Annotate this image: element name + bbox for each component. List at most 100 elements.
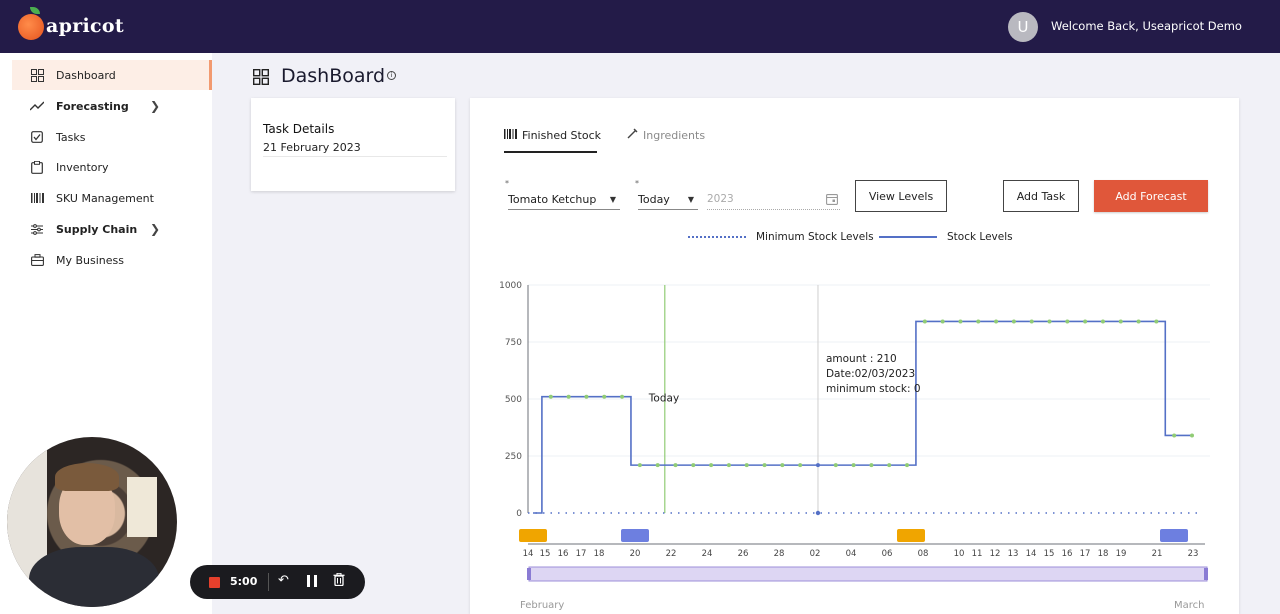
task-details-date: 21 February 2023 <box>263 141 361 154</box>
dropdown-arrow-icon: ▼ <box>687 195 694 204</box>
task-details-title: Task Details <box>263 122 335 136</box>
x-tick-label: 12 <box>990 549 1001 559</box>
x-tick-label: 16 <box>558 549 569 559</box>
zoom-slider-track <box>528 566 1208 582</box>
logo-text: apricot <box>46 15 124 37</box>
avatar[interactable]: U <box>1008 12 1038 42</box>
webcam-overlay <box>7 437 177 607</box>
logo[interactable]: apricot <box>18 7 124 40</box>
welcome-text: Welcome Back, Useapricot Demo <box>1051 19 1242 33</box>
sidebar-item-label: Forecasting <box>56 99 129 113</box>
info-icon[interactable]: i <box>387 71 396 80</box>
legend-minimum-stock[interactable]: Minimum Stock Levels <box>688 231 874 243</box>
tab-ingredients[interactable]: Ingredients <box>627 128 705 142</box>
data-point <box>620 394 625 399</box>
data-point <box>1029 319 1034 324</box>
briefcase-icon <box>30 253 44 267</box>
product-select[interactable]: * Tomato Ketchup ▼ <box>505 179 620 210</box>
x-tick-label: 17 <box>576 549 587 559</box>
legend-stock-levels[interactable]: Stock Levels <box>879 231 1013 243</box>
data-point <box>1011 319 1016 324</box>
sidebar-item-sku-management[interactable]: SKU Management <box>12 183 212 213</box>
trash-icon[interactable] <box>333 572 345 589</box>
sidebar-item-supply-chain[interactable]: Supply Chain ❯ <box>12 214 212 244</box>
sidebar-item-tasks[interactable]: Tasks <box>12 122 212 152</box>
divider <box>263 156 447 157</box>
tooltip-line: minimum stock: 0 <box>826 383 921 395</box>
y-tick-label: 250 <box>505 452 522 462</box>
pause-button[interactable] <box>307 575 317 587</box>
data-point <box>798 463 803 468</box>
apricot-logo-icon <box>18 7 44 40</box>
dashboard-icon <box>30 68 44 82</box>
sidebar-item-inventory[interactable]: Inventory <box>12 152 212 182</box>
x-tick-label: 23 <box>1188 549 1199 559</box>
zoom-handle-right <box>1204 568 1208 580</box>
data-point <box>869 463 874 468</box>
clipboard-icon <box>30 160 44 174</box>
year-date-input[interactable]: 2023 <box>707 193 840 210</box>
x-tick-label: 06 <box>882 549 893 559</box>
calendar-icon[interactable] <box>826 193 838 208</box>
x-tick-label: 15 <box>540 549 551 559</box>
data-point <box>655 463 660 468</box>
data-point <box>584 394 589 399</box>
add-task-button[interactable]: Add Task <box>1003 180 1079 212</box>
sidebar-item-dashboard[interactable]: Dashboard <box>12 60 212 90</box>
sidebar-item-label: Inventory <box>56 160 109 174</box>
x-tick-label: 18 <box>1098 549 1109 559</box>
data-point <box>1136 319 1141 324</box>
data-point <box>994 319 999 324</box>
undo-icon[interactable]: ↶ <box>278 573 289 588</box>
data-point <box>602 394 607 399</box>
chevron-right-icon: ❯ <box>150 222 161 236</box>
x-tick-label: 02 <box>810 549 821 559</box>
x-tick-label: 10 <box>954 549 965 559</box>
data-point <box>1083 319 1088 324</box>
top-bar: apricot U Welcome Back, Useapricot Demo <box>0 0 1280 53</box>
zoom-handle-left <box>527 568 531 580</box>
today-label: Today <box>648 393 679 405</box>
view-levels-button[interactable]: View Levels <box>855 180 947 212</box>
x-tick-label: 14 <box>523 549 534 559</box>
task-details-card: Task Details 21 February 2023 <box>251 98 455 191</box>
sidebar-item-my-business[interactable]: My Business <box>12 245 212 275</box>
data-point <box>726 463 731 468</box>
x-tick-label: 28 <box>774 549 785 559</box>
sidebar-item-label: Supply Chain <box>56 222 138 236</box>
period-select[interactable]: * Today ▼ <box>635 179 698 210</box>
data-point <box>976 319 981 324</box>
data-point <box>851 463 856 468</box>
x-tick-label: 04 <box>846 549 857 559</box>
sidebar-item-label: Tasks <box>56 130 86 144</box>
x-tick-label: 22 <box>666 549 677 559</box>
x-tick-label: 13 <box>1008 549 1019 559</box>
data-point <box>637 463 642 468</box>
x-tick-label: 16 <box>1062 549 1073 559</box>
period-select-value: Today <box>638 193 670 206</box>
tab-label: Ingredients <box>643 128 706 142</box>
data-point <box>709 463 714 468</box>
data-point <box>1154 319 1159 324</box>
sidebar-item-forecasting[interactable]: Forecasting ❯ <box>12 91 212 121</box>
tab-finished-stock[interactable]: Finished Stock <box>504 128 601 142</box>
forecast-marker-badge <box>621 529 649 542</box>
forecast-marker-badge <box>1160 529 1188 542</box>
stock-chart[interactable]: 0 250 500 750 1000 Today amount : 210 Date:02/0… <box>470 98 1239 614</box>
year-placeholder: 2023 <box>707 193 734 205</box>
data-point <box>673 463 678 468</box>
stop-record-button[interactable] <box>209 577 220 588</box>
add-forecast-button[interactable]: Add Forecast <box>1094 180 1208 212</box>
sidebar-item-label: My Business <box>56 253 125 267</box>
data-point <box>887 463 892 468</box>
x-tick-label: 26 <box>738 549 749 559</box>
data-point <box>1065 319 1070 324</box>
data-point <box>905 463 910 468</box>
x-tick-label: 17 <box>1080 549 1091 559</box>
stock-panel: Finished Stock Ingredients * Tomato Ketc… <box>470 98 1239 614</box>
trend-icon <box>30 99 44 113</box>
tooltip-line: amount : 210 <box>826 353 897 365</box>
x-tick-label: 19 <box>1116 549 1127 559</box>
stock-levels-line <box>533 320 1192 514</box>
month-label-right: March <box>1174 600 1204 611</box>
